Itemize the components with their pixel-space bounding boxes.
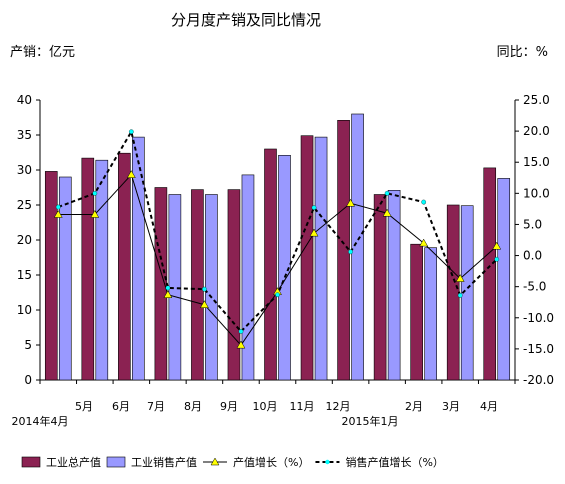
marker-output-growth — [492, 241, 502, 250]
bar-sales — [58, 176, 72, 381]
bar-sales — [497, 178, 511, 381]
chart-title: 分月度产销及同比情况 — [171, 11, 321, 29]
marker-output-growth — [163, 290, 173, 299]
x-month-label: 9月 — [220, 400, 238, 413]
marker-sales-growth — [92, 190, 98, 196]
x-month-label: 2月 — [405, 400, 423, 413]
x-month-label: 3月 — [442, 400, 460, 413]
legend-label: 工业销售产值 — [131, 455, 197, 469]
marker-output-growth — [199, 300, 209, 308]
bar-sales — [351, 113, 364, 381]
marker-sales-growth — [457, 293, 463, 298]
marker-output-growth — [236, 340, 246, 349]
marker-output-growth — [90, 209, 100, 218]
marker-sales-growth — [238, 329, 244, 334]
marker-sales-growth — [202, 286, 207, 292]
left-tick-label: 25 — [17, 198, 32, 212]
marker-sales-growth — [311, 205, 317, 210]
bar-output — [264, 148, 277, 381]
x-month-label: 6月 — [112, 400, 130, 413]
legend-swatch — [21, 456, 41, 468]
marker-sales-growth — [165, 285, 171, 291]
legend-label: 工业总产值 — [46, 455, 101, 469]
legend: 工业总产值 工业销售产值 产值增长（%） 销售产值增长（%） — [21, 455, 444, 469]
right-tick-label: 15.0 — [523, 155, 550, 169]
left-tick-label: 5 — [24, 338, 32, 352]
bar-output — [227, 189, 241, 381]
bar-sales — [132, 136, 145, 381]
x-month-label: 11月 — [290, 400, 315, 413]
x-month-label: 10月 — [253, 400, 278, 413]
marker-output-growth — [309, 228, 319, 237]
left-tick-label: 20 — [17, 233, 32, 247]
bar-output — [300, 135, 314, 381]
marker-sales-growth — [421, 199, 427, 205]
bar-output — [446, 204, 460, 381]
bar-sales — [424, 247, 437, 381]
marker-output-growth — [346, 198, 356, 207]
left-tick-label: 15 — [17, 268, 32, 282]
marker-sales-growth — [384, 190, 390, 196]
marker-output-growth — [419, 238, 429, 247]
marker-sales-growth — [348, 249, 353, 255]
left-tick-label: 40 — [17, 93, 32, 107]
x-year-label: 2014年4月 — [12, 414, 69, 428]
bar-sales — [95, 159, 109, 381]
legend-swatch — [106, 456, 126, 468]
marker-output-growth — [53, 209, 63, 218]
x-month-label: 5月 — [75, 400, 93, 413]
marker-sales-growth — [128, 129, 134, 135]
bar-output — [44, 171, 58, 381]
marker-sales-growth — [275, 292, 280, 298]
left-unit-label: 产销：亿元 — [10, 45, 75, 60]
bar-output — [191, 189, 204, 381]
right-tick-label: -20.0 — [523, 373, 554, 387]
right-unit-label: 同比：% — [497, 45, 548, 60]
bar-sales — [278, 155, 291, 381]
plot-area: 0 5 10 15 20 25 30 35 40 -20.0 -15.0 -10.0 -5.0 0.0 5.… — [12, 93, 555, 428]
bar-sales — [241, 174, 255, 381]
bar-sales — [205, 194, 218, 381]
marker-sales-growth — [494, 256, 500, 262]
right-tick-label: 0.0 — [523, 249, 542, 263]
right-tick-label: 25.0 — [523, 93, 550, 107]
right-tick-label: -5.0 — [523, 280, 546, 294]
bar-sales — [460, 205, 474, 381]
marker-output-growth — [382, 208, 392, 217]
legend-label: 产值增长（%） — [233, 455, 309, 469]
bar-output — [483, 167, 497, 381]
left-tick-label: 0 — [24, 373, 32, 387]
legend-marker — [210, 457, 220, 466]
left-tick-label: 35 — [17, 128, 32, 142]
marker-sales-growth — [55, 204, 61, 210]
x-month-label: 4月 — [480, 400, 498, 413]
x-month-label: 8月 — [184, 400, 202, 413]
marker-output-growth — [126, 170, 136, 178]
right-tick-label: -10.0 — [523, 311, 554, 325]
right-tick-label: -15.0 — [523, 342, 554, 356]
marker-output-growth — [455, 274, 465, 282]
bar-output — [337, 120, 350, 381]
right-tick-label: 20.0 — [523, 124, 550, 138]
bar-output — [118, 152, 131, 381]
legend-label: 销售产值增长（%） — [345, 455, 443, 469]
bar-output — [410, 243, 423, 381]
x-month-label: 7月 — [147, 400, 165, 413]
right-tick-label: 5.0 — [523, 217, 542, 231]
x-month-label: 12月 — [326, 400, 351, 413]
bar-sales — [387, 190, 401, 381]
bar-output — [81, 157, 95, 381]
legend-marker — [325, 459, 330, 465]
bar-sales — [314, 136, 328, 381]
left-tick-label: 30 — [17, 163, 32, 177]
x-year-label: 2015年1月 — [342, 414, 399, 428]
bar-output — [154, 187, 168, 381]
bar-output — [373, 194, 387, 381]
left-tick-label: 10 — [17, 303, 32, 317]
right-tick-label: 10.0 — [523, 186, 550, 200]
